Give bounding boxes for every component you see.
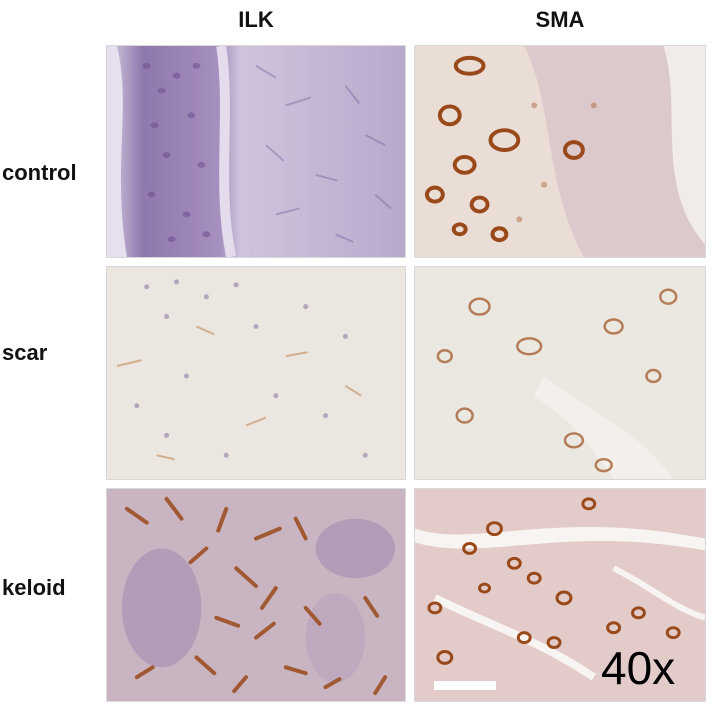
row-label-keloid: keloid bbox=[2, 575, 66, 600]
scar-ilk-image bbox=[107, 267, 405, 479]
scar-sma-image bbox=[415, 267, 705, 479]
micrograph-scar-ilk bbox=[106, 266, 406, 480]
micrograph-control-sma bbox=[414, 45, 706, 258]
micrograph-keloid-ilk bbox=[106, 488, 406, 702]
magnification-label: 40x bbox=[601, 642, 676, 694]
micrograph-keloid-sma bbox=[414, 488, 706, 702]
keloid-ilk-image bbox=[107, 489, 405, 701]
row-label-scar: scar bbox=[2, 340, 48, 365]
row-label-control: control bbox=[2, 160, 77, 185]
micrograph-control-ilk bbox=[106, 45, 406, 258]
scale-bar bbox=[434, 681, 496, 690]
column-header-ilk: ILK bbox=[238, 7, 274, 32]
control-sma-image bbox=[415, 46, 705, 257]
micrograph-scar-sma bbox=[414, 266, 706, 480]
control-ilk-image bbox=[107, 46, 405, 257]
column-header-sma: SMA bbox=[535, 7, 585, 32]
keloid-sma-image bbox=[415, 489, 705, 701]
